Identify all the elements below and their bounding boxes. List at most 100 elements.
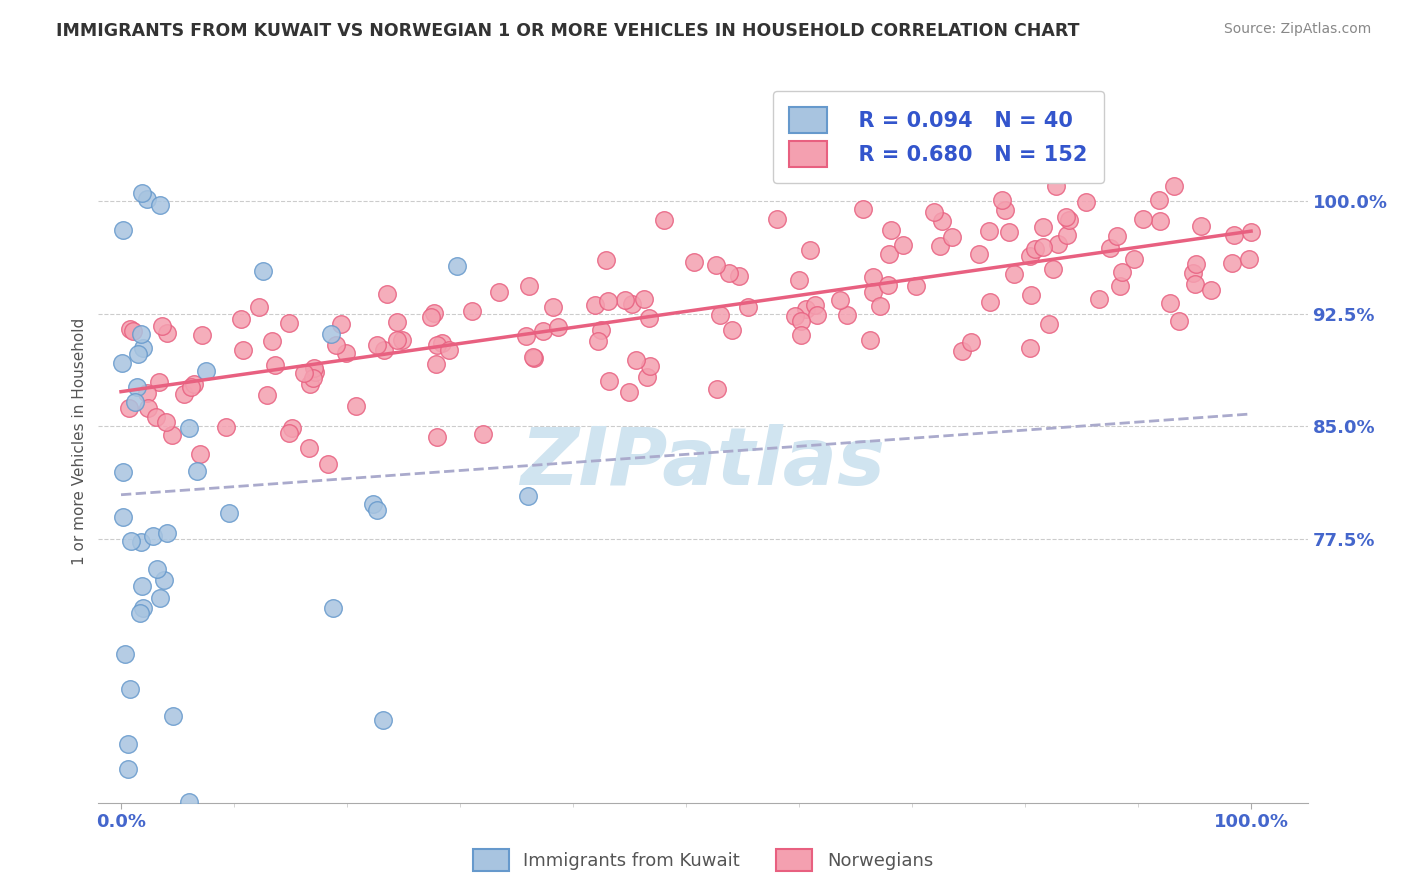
Point [111, 356, 134, 370]
Point [516, 489, 538, 503]
Point [146, 562, 169, 576]
Point [298, 442, 321, 456]
Point [617, 384, 640, 399]
Point [149, 198, 172, 212]
Point [950, 344, 973, 359]
Point [598, 293, 620, 308]
Point [790, 327, 813, 342]
Point [366, 503, 388, 517]
Point [586, 334, 609, 349]
Point [1189, 219, 1212, 234]
Point [652, 212, 675, 227]
Point [256, 388, 278, 402]
Point [366, 338, 388, 352]
Point [375, 286, 398, 301]
Point [531, 324, 554, 338]
Point [150, 318, 173, 333]
Point [263, 358, 285, 372]
Point [277, 425, 299, 440]
Point [302, 360, 325, 375]
Point [787, 273, 810, 287]
Point [112, 509, 135, 524]
Point [252, 264, 274, 278]
Point [387, 333, 409, 347]
Point [803, 298, 825, 312]
Point [636, 370, 658, 384]
Point [1239, 252, 1261, 266]
Point [247, 300, 270, 314]
Point [682, 255, 704, 269]
Point [177, 795, 200, 809]
Point [717, 266, 740, 280]
Point [960, 334, 983, 349]
Point [1098, 241, 1121, 255]
Text: ZIPatlas: ZIPatlas [520, 425, 886, 502]
Point [149, 591, 172, 605]
Point [891, 237, 914, 252]
Point [425, 357, 447, 371]
Point [905, 279, 928, 293]
Point [515, 329, 537, 343]
Point [877, 277, 900, 292]
Point [329, 317, 352, 331]
Point [706, 382, 728, 396]
Point [183, 376, 205, 391]
Point [1184, 277, 1206, 291]
Point [426, 430, 449, 444]
Point [117, 738, 139, 752]
Point [361, 497, 384, 511]
Point [118, 401, 141, 415]
Point [120, 533, 142, 548]
Point [156, 526, 179, 541]
Point [129, 534, 152, 549]
Point [371, 713, 394, 727]
Point [1163, 178, 1185, 193]
Point [426, 338, 449, 352]
Point [191, 328, 214, 343]
Point [124, 394, 146, 409]
Point [766, 211, 789, 226]
Point [828, 293, 851, 307]
Point [132, 600, 155, 615]
Point [613, 293, 636, 308]
Point [852, 202, 875, 217]
Point [218, 506, 240, 520]
Point [1220, 256, 1243, 270]
Point [215, 419, 238, 434]
Point [186, 464, 208, 478]
Point [1019, 288, 1042, 302]
Point [517, 279, 540, 293]
Point [598, 374, 620, 388]
Point [1201, 284, 1223, 298]
Point [120, 322, 142, 336]
Text: Source: ZipAtlas.com: Source: ZipAtlas.com [1223, 22, 1371, 37]
Point [1074, 195, 1097, 210]
Point [488, 285, 510, 299]
Point [111, 465, 134, 479]
Point [737, 300, 759, 314]
Point [122, 324, 145, 338]
Point [136, 385, 159, 400]
Point [162, 709, 184, 723]
Point [720, 323, 742, 337]
Point [1045, 178, 1067, 193]
Point [439, 343, 461, 357]
Point [302, 370, 325, 384]
Point [799, 244, 821, 258]
Point [131, 186, 153, 200]
Point [941, 230, 963, 244]
Point [728, 268, 751, 283]
Point [145, 409, 167, 424]
Point [862, 270, 884, 285]
Point [423, 305, 446, 319]
Point [152, 573, 174, 587]
Point [114, 647, 136, 661]
Point [1038, 317, 1060, 331]
Point [794, 302, 817, 317]
Point [446, 260, 468, 274]
Point [704, 258, 727, 272]
Point [420, 310, 443, 324]
Point [177, 421, 200, 435]
Point [1024, 242, 1046, 256]
Point [304, 365, 326, 379]
